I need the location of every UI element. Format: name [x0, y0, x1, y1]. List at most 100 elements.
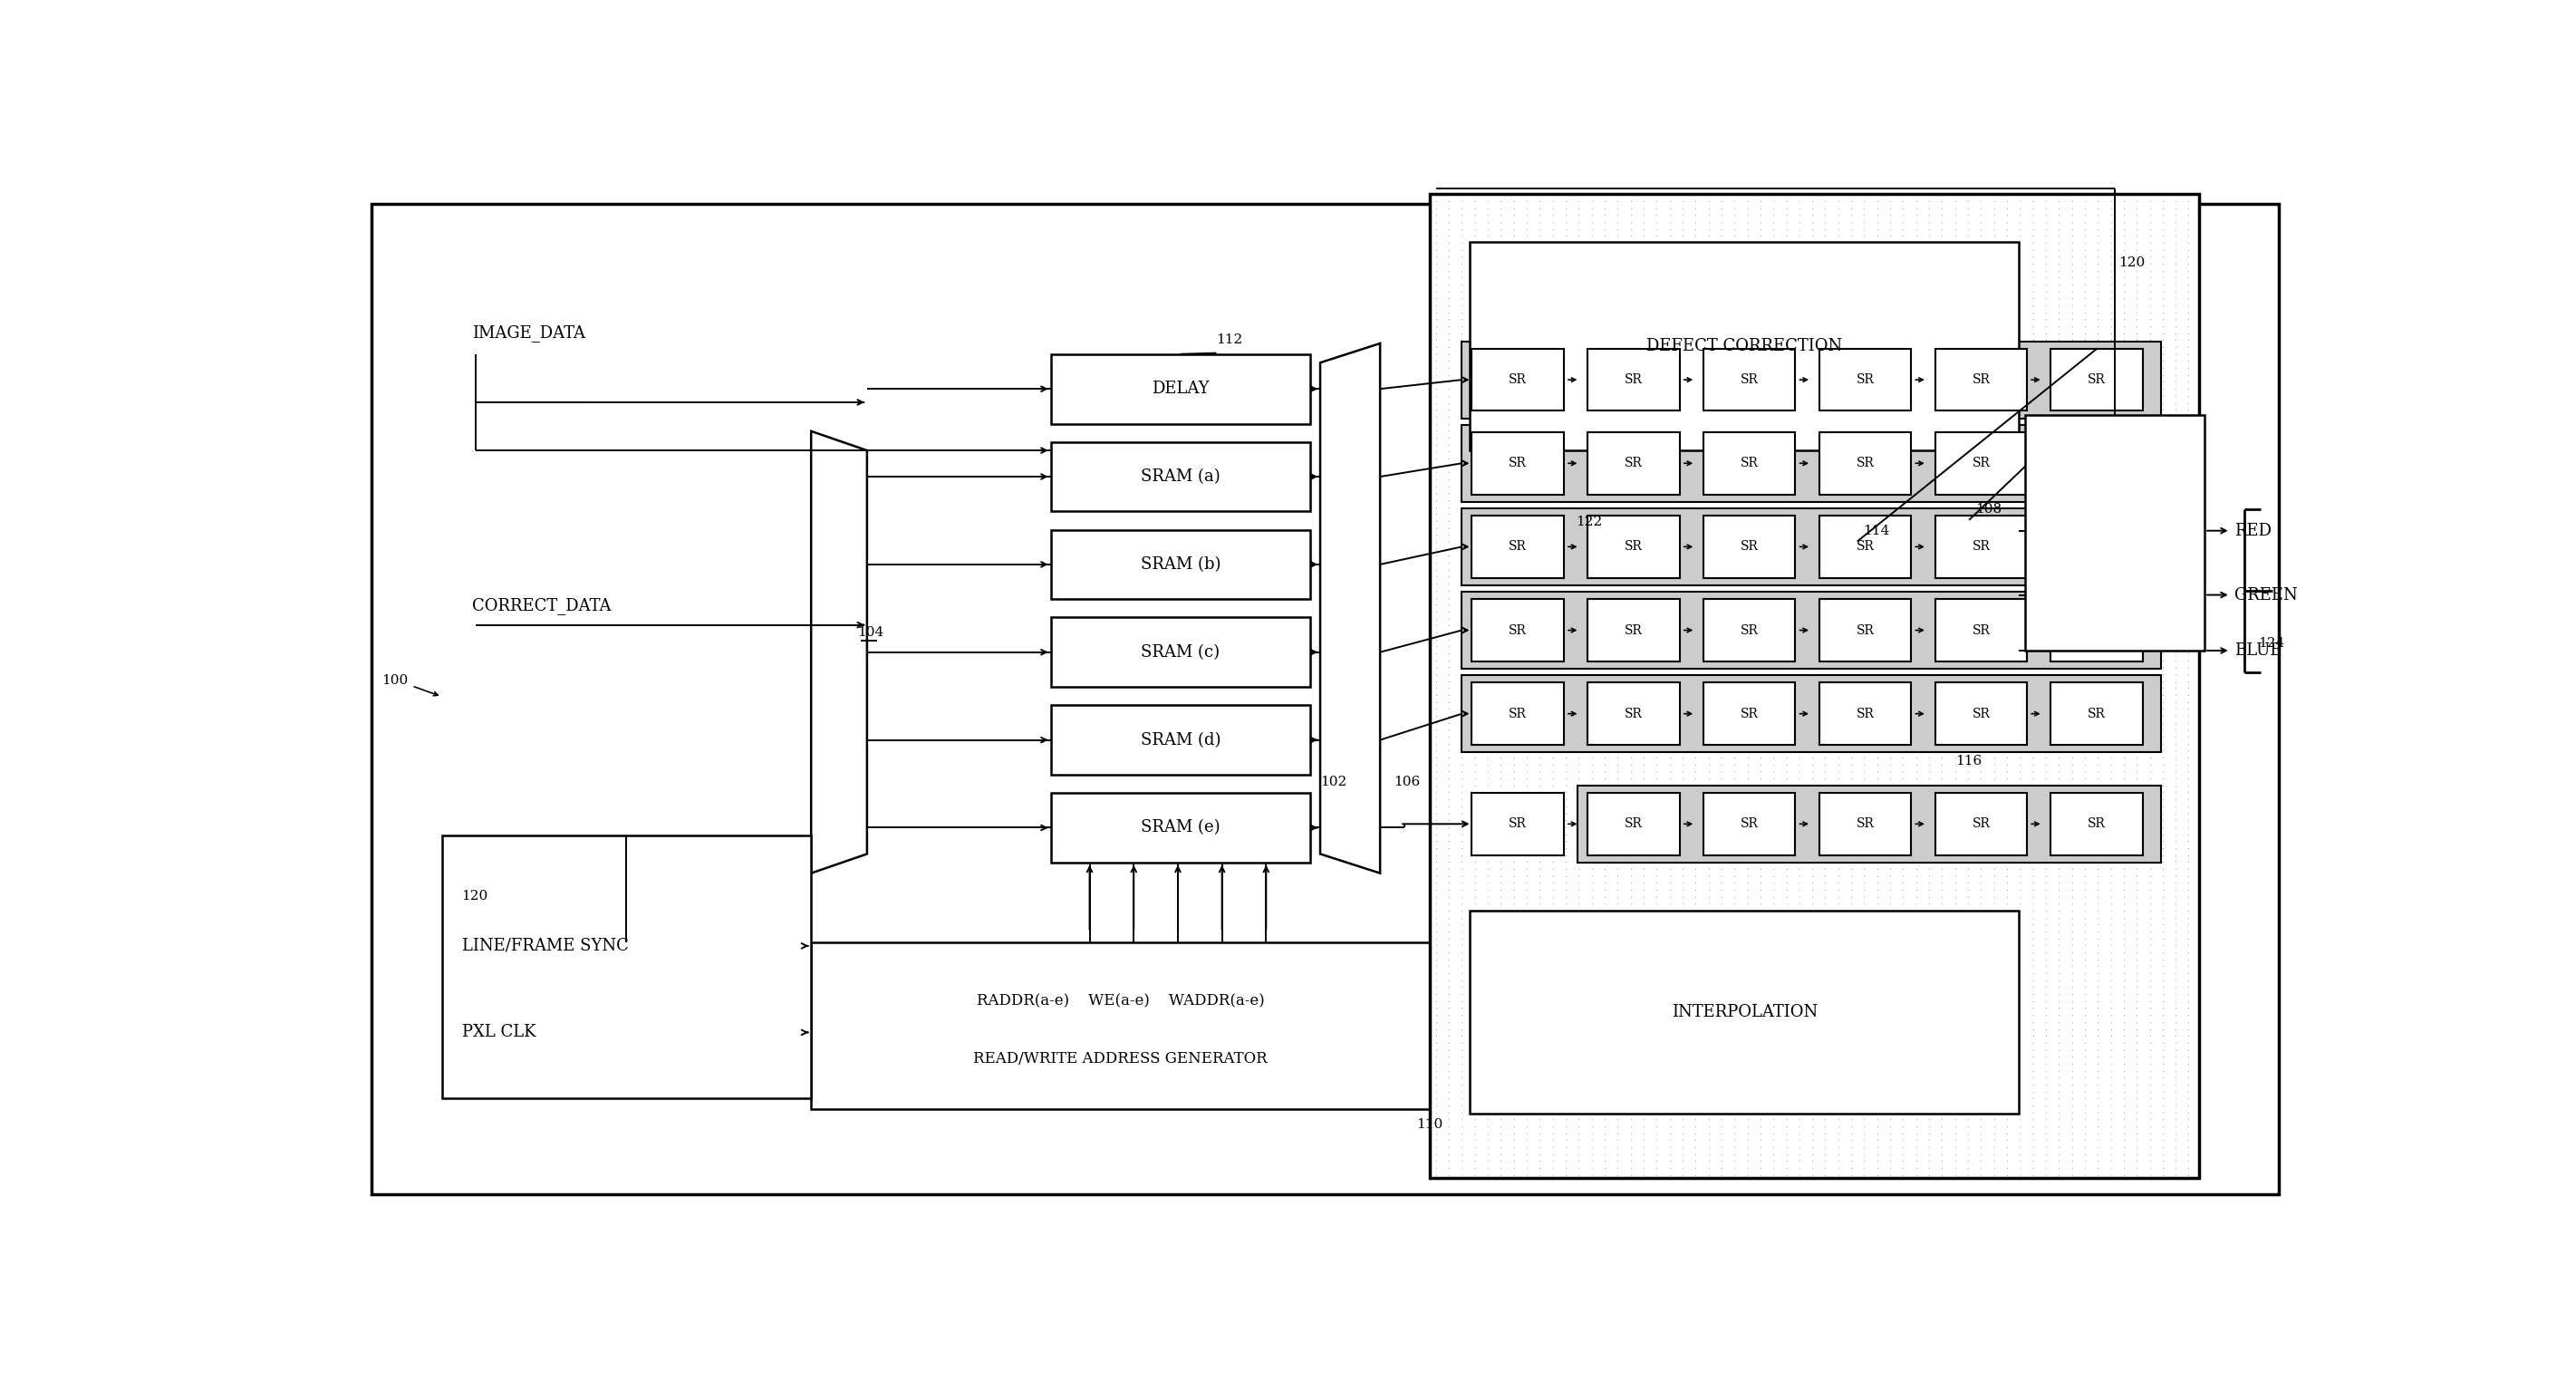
- Text: SR: SR: [1625, 541, 1643, 553]
- Text: CORRECT_DATA: CORRECT_DATA: [471, 598, 611, 614]
- Bar: [1051, 530, 1311, 599]
- Text: 120: 120: [461, 890, 489, 902]
- Text: SR: SR: [1973, 457, 1991, 470]
- Bar: [2050, 682, 2143, 745]
- Text: SR: SR: [1510, 624, 1528, 637]
- Text: SR: SR: [1510, 817, 1528, 830]
- Bar: [1703, 432, 1795, 495]
- Bar: [811, 942, 1430, 1109]
- Polygon shape: [811, 431, 868, 873]
- Text: SR: SR: [1510, 374, 1528, 386]
- Bar: [1819, 599, 1911, 662]
- Text: PXL CLK: PXL CLK: [461, 1024, 536, 1041]
- Text: SR: SR: [1625, 374, 1643, 386]
- Text: SR: SR: [1741, 817, 1759, 830]
- Text: SR: SR: [1741, 374, 1759, 386]
- Bar: [1577, 785, 2161, 862]
- Bar: [1463, 342, 2161, 418]
- Text: SRAM (c): SRAM (c): [1141, 644, 1221, 660]
- Text: 116: 116: [1955, 755, 1981, 767]
- Bar: [1587, 432, 1680, 495]
- Text: SR: SR: [1857, 541, 1875, 553]
- Bar: [1471, 792, 1564, 855]
- Text: 114: 114: [1862, 524, 1891, 537]
- Bar: [2025, 416, 2205, 651]
- Bar: [1819, 792, 1911, 855]
- Text: SR: SR: [1625, 708, 1643, 720]
- Text: SRAM (a): SRAM (a): [1141, 468, 1221, 485]
- Bar: [1587, 792, 1680, 855]
- Text: SR: SR: [1741, 708, 1759, 720]
- Bar: [1471, 349, 1564, 411]
- Text: LINE/FRAME SYNC: LINE/FRAME SYNC: [461, 938, 629, 954]
- Bar: [2050, 432, 2143, 495]
- Text: 102: 102: [1321, 776, 1347, 788]
- Polygon shape: [1321, 343, 1381, 873]
- Text: SR: SR: [1625, 817, 1643, 830]
- Text: SR: SR: [2087, 541, 2105, 553]
- Text: 108: 108: [1976, 503, 2002, 516]
- Bar: [443, 835, 811, 1098]
- Bar: [1935, 349, 2027, 411]
- Text: SR: SR: [1625, 457, 1643, 470]
- Text: SR: SR: [1857, 624, 1875, 637]
- Bar: [2050, 792, 2143, 855]
- Bar: [1051, 354, 1311, 424]
- Bar: [1471, 516, 1564, 578]
- Text: INTERPOLATION: INTERPOLATION: [1672, 1004, 1819, 1020]
- Bar: [1051, 442, 1311, 512]
- Bar: [2050, 349, 2143, 411]
- Text: SR: SR: [1510, 457, 1528, 470]
- Bar: [1587, 516, 1680, 578]
- Bar: [1703, 792, 1795, 855]
- Text: DELAY: DELAY: [1151, 381, 1208, 398]
- Text: BLUE: BLUE: [2233, 642, 2282, 659]
- Text: 106: 106: [1394, 776, 1419, 788]
- Bar: [1471, 910, 2020, 1113]
- Bar: [1587, 349, 1680, 411]
- Text: RED: RED: [2233, 523, 2272, 539]
- Bar: [1819, 432, 1911, 495]
- Bar: [1463, 592, 2161, 669]
- Bar: [1819, 349, 1911, 411]
- Text: SR: SR: [1973, 708, 1991, 720]
- Text: GREEN: GREEN: [2233, 587, 2298, 603]
- Bar: [1430, 193, 2200, 1179]
- Text: SR: SR: [1510, 541, 1528, 553]
- Text: RADDR(a-e)    WE(a-e)    WADDR(a-e): RADDR(a-e) WE(a-e) WADDR(a-e): [976, 992, 1265, 1009]
- Text: 100: 100: [381, 674, 410, 687]
- Text: 120: 120: [2120, 257, 2146, 270]
- Bar: [1935, 599, 2027, 662]
- Text: SR: SR: [2087, 374, 2105, 386]
- Text: SR: SR: [1741, 541, 1759, 553]
- Bar: [2050, 599, 2143, 662]
- Text: SR: SR: [2087, 624, 2105, 637]
- Bar: [1935, 792, 2027, 855]
- Bar: [1471, 599, 1564, 662]
- Text: SRAM (d): SRAM (d): [1141, 731, 1221, 748]
- Text: SR: SR: [2087, 708, 2105, 720]
- Text: SR: SR: [2087, 457, 2105, 470]
- Bar: [1471, 242, 2020, 450]
- Text: SR: SR: [1973, 624, 1991, 637]
- Bar: [1463, 425, 2161, 502]
- Text: 104: 104: [858, 626, 884, 639]
- Text: SR: SR: [1973, 541, 1991, 553]
- Text: SR: SR: [1741, 624, 1759, 637]
- Text: SR: SR: [1973, 817, 1991, 830]
- Text: 122: 122: [1577, 516, 1602, 528]
- Bar: [1471, 432, 1564, 495]
- Bar: [1051, 705, 1311, 774]
- Bar: [1935, 682, 2027, 745]
- Bar: [1587, 682, 1680, 745]
- Bar: [1051, 617, 1311, 687]
- Text: 110: 110: [1417, 1119, 1443, 1131]
- Bar: [2050, 516, 2143, 578]
- Bar: [1051, 792, 1311, 862]
- Text: SR: SR: [1857, 374, 1875, 386]
- Bar: [1463, 676, 2161, 752]
- Text: SR: SR: [1973, 374, 1991, 386]
- Text: 124: 124: [2259, 637, 2285, 649]
- Text: DEFECT CORRECTION: DEFECT CORRECTION: [1646, 338, 1842, 354]
- Text: SR: SR: [1741, 457, 1759, 470]
